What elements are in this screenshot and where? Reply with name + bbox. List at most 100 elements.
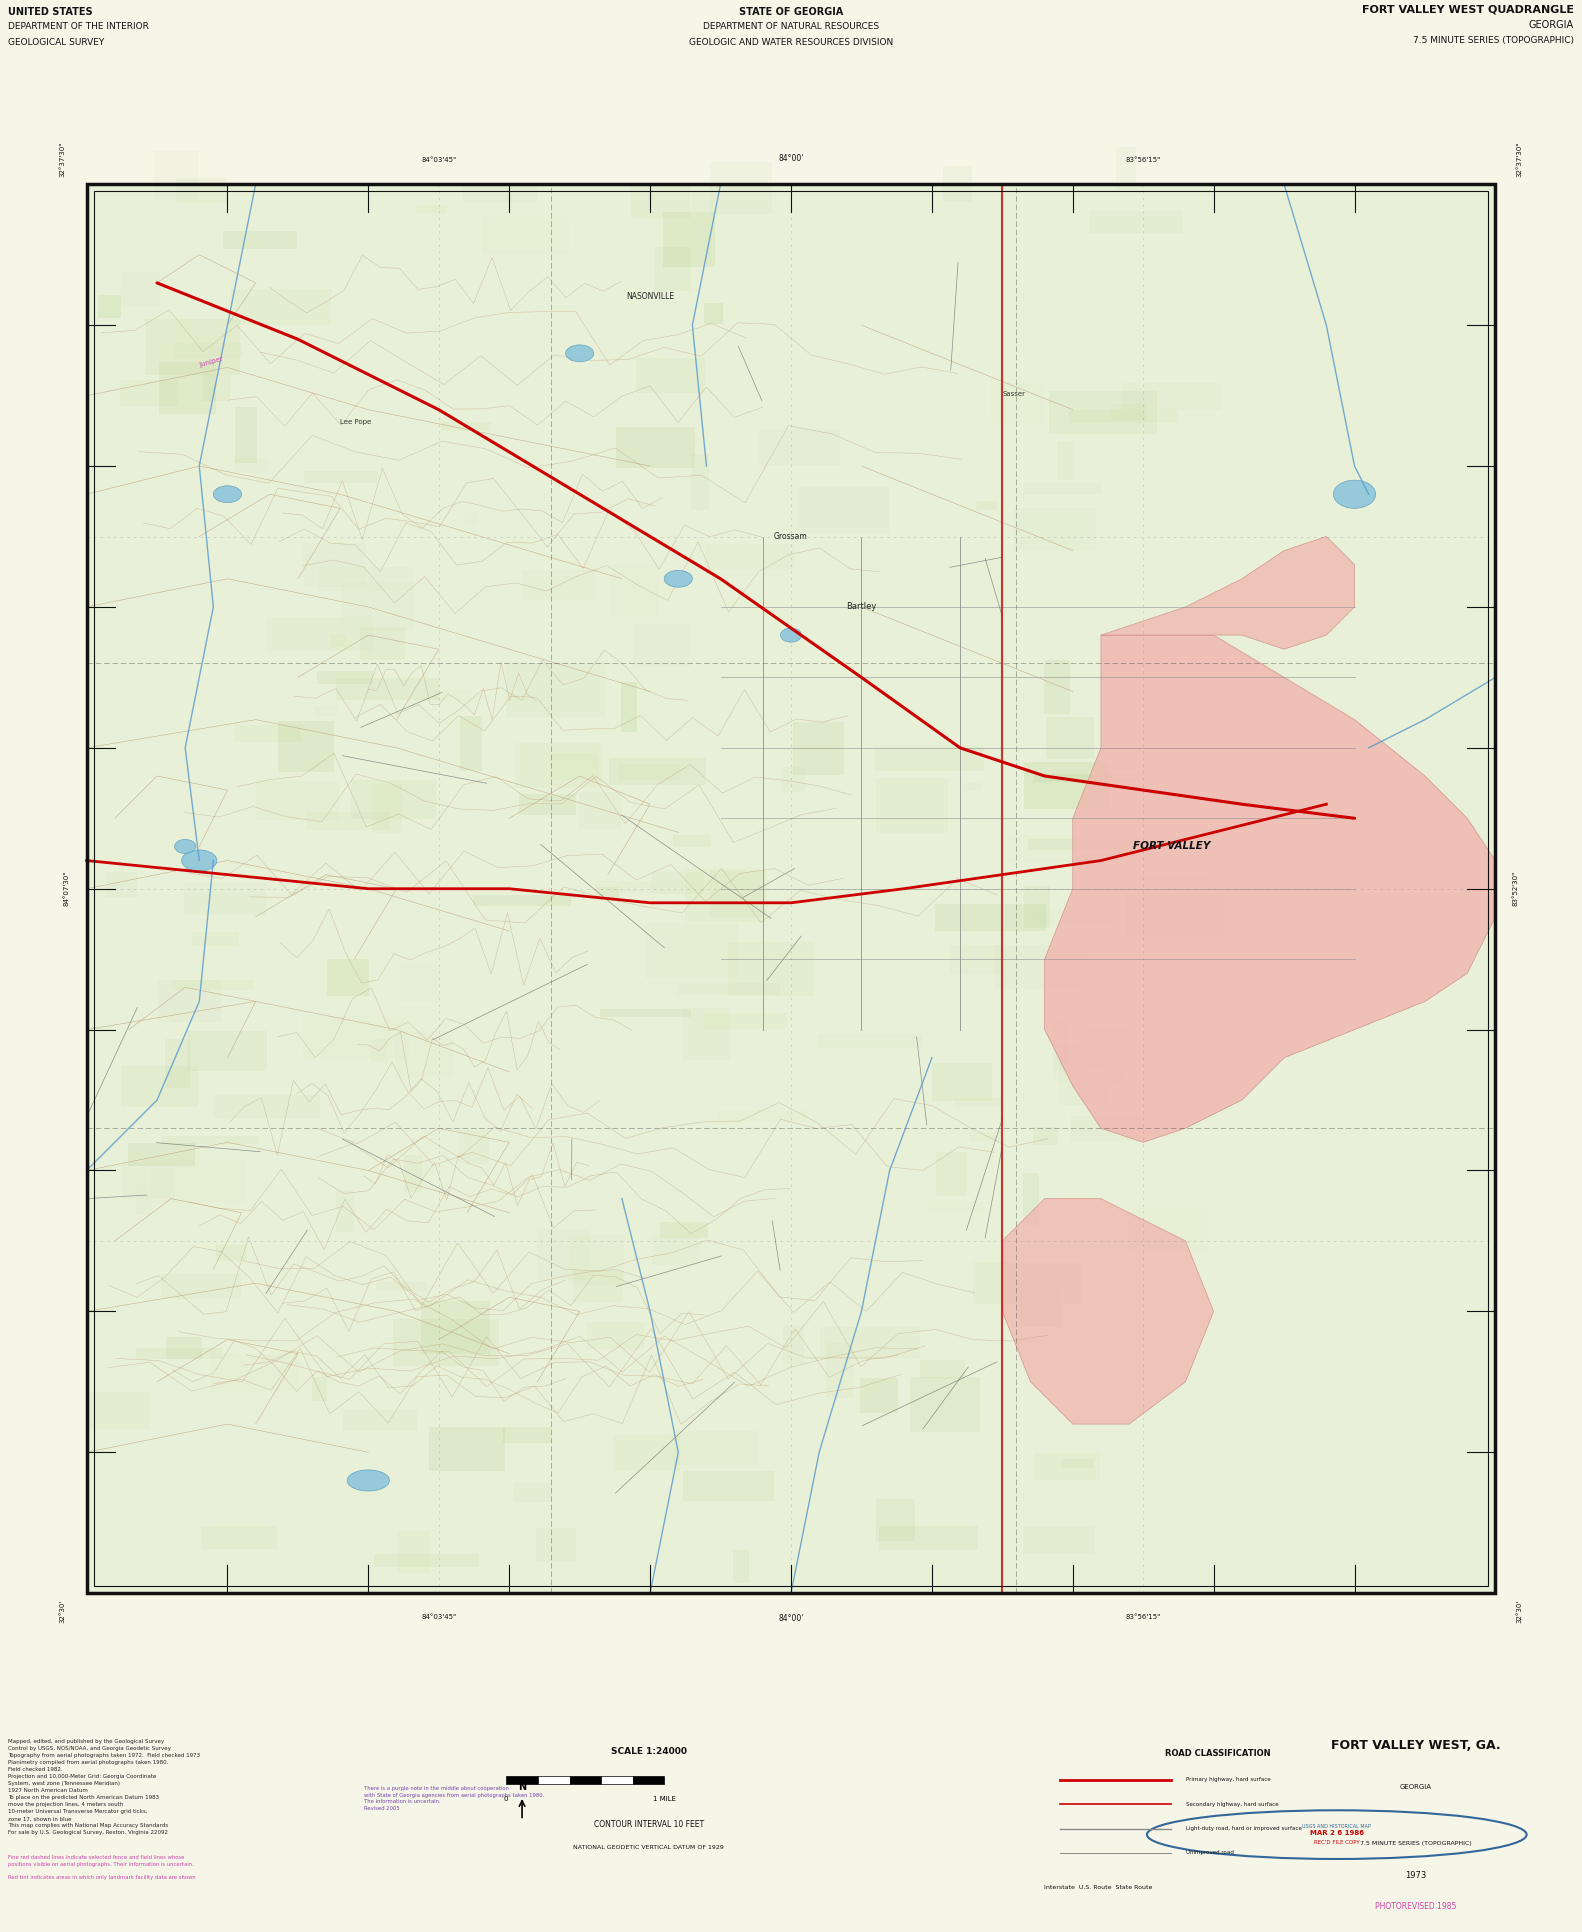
Bar: [728, 943, 815, 995]
Bar: [464, 185, 536, 203]
Text: GEOLOGICAL SURVEY: GEOLOGICAL SURVEY: [8, 37, 104, 46]
Bar: [710, 162, 772, 214]
Bar: [783, 1325, 804, 1364]
Bar: [174, 342, 242, 357]
Text: Light-duty road, hard or improved surface: Light-duty road, hard or improved surfac…: [1186, 1826, 1302, 1832]
Text: 32°30': 32°30': [1517, 1600, 1522, 1623]
Bar: [1024, 1526, 1095, 1553]
Bar: [1128, 1208, 1209, 1252]
Bar: [166, 1337, 202, 1358]
Bar: [551, 753, 600, 779]
Bar: [514, 744, 601, 788]
Bar: [1024, 761, 1109, 810]
Bar: [152, 1159, 245, 1204]
Bar: [307, 811, 391, 831]
Bar: [636, 357, 704, 392]
Bar: [601, 1009, 691, 1016]
Bar: [990, 383, 1044, 423]
Text: ROAD CLASSIFICATION: ROAD CLASSIFICATION: [1166, 1750, 1270, 1758]
Bar: [459, 1130, 489, 1163]
Bar: [652, 1235, 701, 1265]
Bar: [706, 545, 794, 570]
Bar: [663, 213, 715, 267]
Bar: [570, 1235, 625, 1285]
Ellipse shape: [566, 346, 593, 361]
Ellipse shape: [174, 838, 196, 854]
Text: 1 MILE: 1 MILE: [653, 1797, 676, 1803]
Bar: [361, 628, 405, 659]
Bar: [161, 1273, 240, 1298]
Text: 83°56'15": 83°56'15": [1126, 1615, 1161, 1621]
Bar: [1054, 1018, 1069, 1072]
Bar: [278, 721, 334, 771]
Bar: [794, 723, 845, 775]
Bar: [98, 296, 122, 317]
Bar: [876, 779, 948, 833]
Bar: [316, 670, 373, 684]
Bar: [375, 1555, 479, 1567]
Bar: [1071, 1117, 1144, 1142]
Bar: [759, 429, 840, 466]
Bar: [396, 1032, 454, 1076]
Bar: [460, 715, 481, 771]
Text: Juniper: Juniper: [199, 355, 225, 369]
Bar: [372, 1039, 388, 1061]
Bar: [429, 1428, 505, 1470]
Bar: [717, 1111, 807, 1122]
Text: Grossam: Grossam: [774, 531, 808, 541]
Text: 84°03'45": 84°03'45": [421, 156, 456, 162]
Bar: [146, 319, 240, 375]
Bar: [691, 189, 713, 213]
Bar: [816, 1034, 924, 1049]
Bar: [579, 792, 620, 829]
Text: DEPARTMENT OF THE INTERIOR: DEPARTMENT OF THE INTERIOR: [8, 21, 149, 31]
Bar: [231, 288, 332, 325]
Bar: [331, 634, 346, 647]
Bar: [797, 487, 889, 533]
Text: GEOLOGIC AND WATER RESOURCES DIVISION: GEOLOGIC AND WATER RESOURCES DIVISION: [688, 37, 894, 46]
Text: Secondary highway, hard surface: Secondary highway, hard surface: [1186, 1803, 1280, 1806]
Bar: [122, 272, 160, 307]
Bar: [223, 230, 297, 249]
Text: NATIONAL GEODETIC VERTICAL DATUM OF 1929: NATIONAL GEODETIC VERTICAL DATUM OF 1929: [573, 1845, 725, 1849]
Bar: [522, 570, 596, 601]
Bar: [1006, 835, 1079, 862]
Bar: [214, 1095, 320, 1117]
Bar: [826, 1343, 853, 1399]
Bar: [421, 1300, 490, 1354]
Bar: [614, 1435, 680, 1470]
Bar: [191, 931, 239, 947]
Bar: [932, 1063, 992, 1101]
Bar: [416, 205, 448, 213]
Bar: [503, 1428, 551, 1443]
Ellipse shape: [346, 1470, 389, 1492]
Text: 84°00': 84°00': [778, 1615, 804, 1623]
Text: 1973: 1973: [1405, 1870, 1427, 1880]
Bar: [327, 958, 369, 997]
Bar: [645, 923, 739, 978]
Bar: [304, 1016, 408, 1059]
Bar: [609, 759, 706, 786]
Bar: [732, 1549, 750, 1582]
Text: 84°03'45": 84°03'45": [421, 1615, 456, 1621]
Bar: [660, 1223, 709, 1238]
Bar: [1035, 775, 1139, 782]
Bar: [236, 408, 256, 464]
Bar: [704, 1012, 788, 1030]
Text: 32°30': 32°30': [60, 1600, 65, 1623]
Bar: [587, 1321, 644, 1349]
Bar: [234, 458, 269, 473]
Text: 7.5 MINUTE SERIES (TOPOGRAPHIC): 7.5 MINUTE SERIES (TOPOGRAPHIC): [1413, 37, 1574, 44]
Bar: [691, 454, 709, 510]
Text: 83°56'15": 83°56'15": [1126, 156, 1161, 162]
Bar: [677, 983, 780, 995]
Bar: [153, 151, 199, 199]
Text: FORT VALLEY WEST QUADRANGLE: FORT VALLEY WEST QUADRANGLE: [1362, 4, 1574, 15]
Text: 83°52'30": 83°52'30": [1512, 871, 1519, 906]
Bar: [710, 871, 766, 918]
Text: UNITED STATES: UNITED STATES: [8, 8, 92, 17]
Bar: [672, 1432, 758, 1464]
Bar: [433, 690, 471, 701]
Text: Fine red dashed lines indicate selected fence and field lines whose
positions vi: Fine red dashed lines indicate selected …: [8, 1855, 196, 1880]
Text: FORT VALLEY WEST, GA.: FORT VALLEY WEST, GA.: [1330, 1739, 1501, 1752]
